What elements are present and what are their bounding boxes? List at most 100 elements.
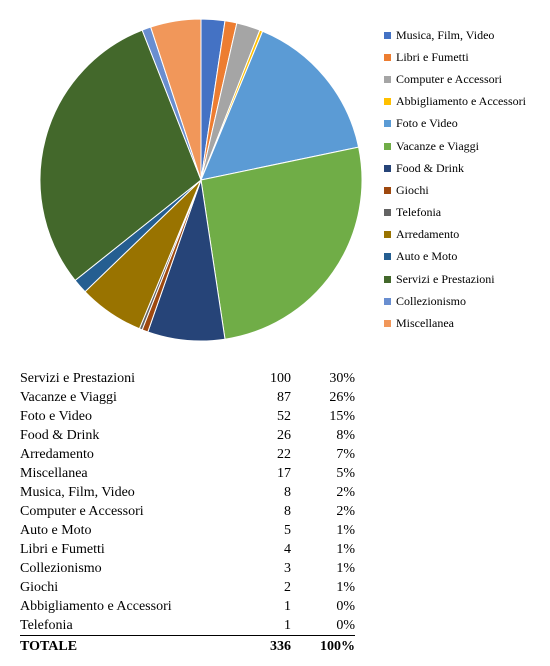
row-category: Arredamento <box>20 447 94 462</box>
row-count: 1 <box>284 599 291 614</box>
pie-slice <box>200 146 363 340</box>
table-row: Auto e Moto 5 1% <box>20 521 355 540</box>
row-count: 26 <box>277 428 291 443</box>
legend-item: Collezionismo <box>384 290 550 312</box>
table-row: Giochi 2 1% <box>20 578 355 597</box>
row-count: 4 <box>284 542 291 557</box>
legend-label: Auto e Moto <box>396 249 458 264</box>
row-count: 5 <box>284 523 291 538</box>
legend-item: Arredamento <box>384 224 550 246</box>
row-category: Giochi <box>20 580 59 595</box>
table-row: Arredamento 22 7% <box>20 445 355 464</box>
legend-swatch <box>384 31 391 39</box>
legend-swatch <box>384 275 391 283</box>
row-category: Servizi e Prestazioni <box>20 371 136 386</box>
legend-label: Miscellanea <box>396 316 454 331</box>
row-count: 22 <box>277 447 291 462</box>
row-count: 3 <box>284 561 291 576</box>
legend-label: Arredamento <box>396 227 460 242</box>
row-category: Collezionismo <box>20 561 102 576</box>
legend-swatch <box>384 98 391 106</box>
legend-label: Servizi e Prestazioni <box>396 271 495 286</box>
legend-item: Libri e Fumetti <box>384 46 550 68</box>
row-percent: 5% <box>336 466 355 481</box>
row-count: 2 <box>284 580 291 595</box>
legend-label: Vacanze e Viaggi <box>396 138 480 153</box>
legend-item: Musica, Film, Video <box>384 24 550 46</box>
legend-swatch <box>384 75 391 83</box>
row-percent: 30% <box>329 371 355 386</box>
row-count: 87 <box>277 390 291 405</box>
legend-item: Giochi <box>384 179 550 201</box>
row-percent: 1% <box>336 523 355 538</box>
legend-swatch <box>384 253 391 261</box>
legend-item: Foto e Video <box>384 113 550 135</box>
row-category: Foto e Video <box>20 409 93 424</box>
table-row: Foto e Video 52 15% <box>20 407 355 426</box>
row-percent: 1% <box>336 542 355 557</box>
legend-swatch <box>384 297 391 305</box>
legend-item: Vacanze e Viaggi <box>384 135 550 157</box>
legend-item: Computer e Accessori <box>384 68 550 90</box>
legend-swatch <box>384 320 391 328</box>
legend-label: Abbigliamento e Accessori <box>396 94 526 109</box>
row-category: Food & Drink <box>20 428 100 443</box>
row-category: Abbigliamento e Accessori <box>20 599 172 614</box>
legend-label: Libri e Fumetti <box>396 49 469 64</box>
row-count: 8 <box>284 504 291 519</box>
legend-label: Musica, Film, Video <box>396 27 495 42</box>
legend-swatch <box>384 186 391 194</box>
pie-slice <box>200 30 360 181</box>
table-row: Collezionismo 3 1% <box>20 559 355 578</box>
category-table: Servizi e Prestazioni 100 30% Vacanze e Via… <box>20 369 355 657</box>
row-count: 100 <box>270 371 291 386</box>
row-category: Telefonia <box>20 618 73 633</box>
row-category: Miscellanea <box>20 466 88 481</box>
row-category: Vacanze e Viaggi <box>20 390 117 405</box>
table-row: Libri e Fumetti 4 1% <box>20 540 355 559</box>
legend-swatch <box>384 164 391 172</box>
table-row: Telefonia 1 0% <box>20 616 355 636</box>
row-category: Computer e Accessori <box>20 504 144 519</box>
legend-label: Food & Drink <box>396 160 465 175</box>
table-row: Servizi e Prestazioni 100 30% <box>20 369 355 388</box>
legend-label: Collezionismo <box>396 293 466 308</box>
row-percent: 1% <box>336 561 355 576</box>
row-count: 17 <box>277 466 291 481</box>
total-row: TOTALE 336 100% <box>20 635 355 657</box>
table-row: Computer e Accessori 8 2% <box>20 502 355 521</box>
row-percent: 7% <box>336 447 355 462</box>
table-row: Musica, Film, Video 8 2% <box>20 483 355 502</box>
row-category: Libri e Fumetti <box>20 542 105 557</box>
legend-item: Food & Drink <box>384 157 550 179</box>
legend-item: Servizi e Prestazioni <box>384 268 550 290</box>
row-percent: 8% <box>336 428 355 443</box>
legend-swatch <box>384 231 391 239</box>
pie-chart <box>39 18 363 342</box>
row-percent: 0% <box>336 618 355 633</box>
chart-legend: Musica, Film, Video Libri e Fumetti Comput… <box>384 24 550 335</box>
total-count: 336 <box>235 635 291 657</box>
row-percent: 26% <box>329 390 355 405</box>
pie-slice <box>39 29 202 282</box>
legend-item: Auto e Moto <box>384 246 550 268</box>
row-count: 52 <box>277 409 291 424</box>
row-percent: 15% <box>329 409 355 424</box>
table-row: Food & Drink 26 8% <box>20 426 355 445</box>
pie-slice <box>150 18 202 181</box>
legend-label: Giochi <box>396 182 429 197</box>
legend-label: Foto e Video <box>396 116 458 131</box>
total-percent: 100% <box>291 635 355 657</box>
legend-swatch <box>384 142 391 150</box>
legend-label: Telefonia <box>396 205 442 220</box>
row-percent: 0% <box>336 599 355 614</box>
table-row: Abbigliamento e Accessori 1 0% <box>20 597 355 616</box>
row-category: Auto e Moto <box>20 523 92 538</box>
table-row: Miscellanea 17 5% <box>20 464 355 483</box>
legend-item: Abbigliamento e Accessori <box>384 91 550 113</box>
row-percent: 2% <box>336 504 355 519</box>
table-row: Vacanze e Viaggi 87 26% <box>20 388 355 407</box>
total-label: TOTALE <box>20 635 235 657</box>
row-percent: 1% <box>336 580 355 595</box>
legend-swatch <box>384 120 391 128</box>
